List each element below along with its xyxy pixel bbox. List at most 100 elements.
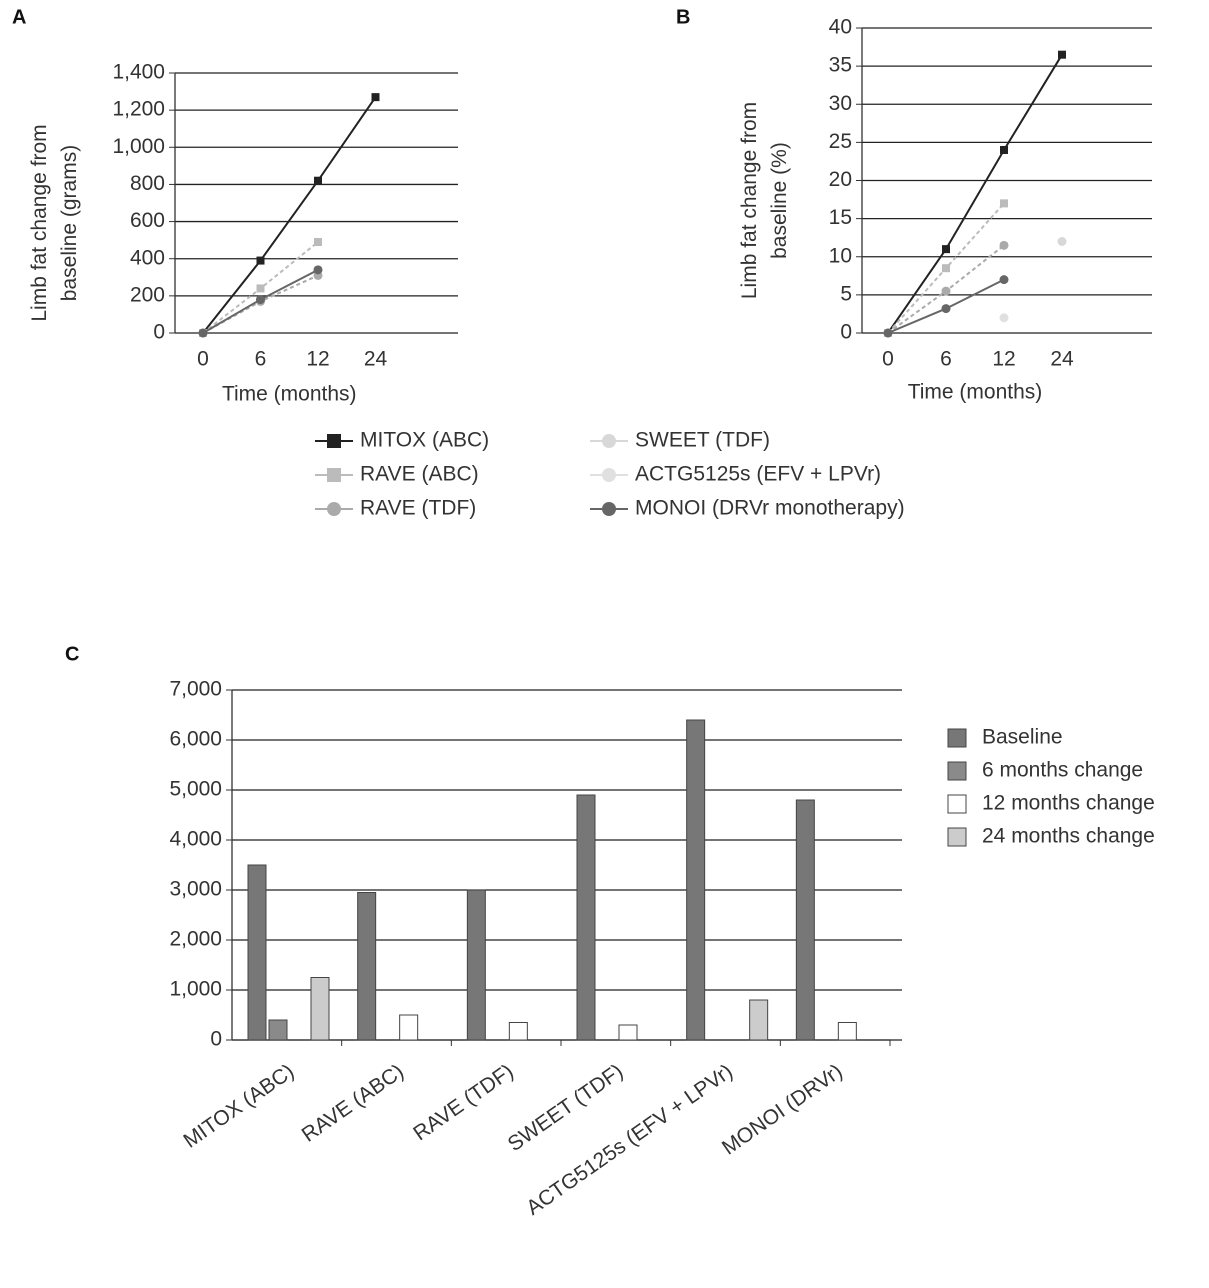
y-tick-label: 15 <box>829 206 852 229</box>
marker <box>1058 237 1067 246</box>
legend-label: Baseline <box>982 726 1063 749</box>
marker <box>1000 146 1008 154</box>
x-tick-label: 0 <box>882 348 894 371</box>
y-tick-label: 0 <box>153 321 165 344</box>
y-tick-label: 0 <box>840 321 852 344</box>
legend-marker <box>602 434 616 448</box>
legend-label: RAVE (TDF) <box>360 497 476 520</box>
marker <box>372 93 380 101</box>
bar <box>269 1020 287 1040</box>
marker <box>256 295 265 304</box>
y-tick-label: 600 <box>130 209 165 232</box>
legend-marker <box>327 468 341 482</box>
legend-swatch <box>948 795 966 813</box>
x-axis-label: Time (months) <box>908 381 1043 404</box>
legend-marker <box>327 502 341 516</box>
legend-label: 24 months change <box>982 825 1155 848</box>
x-axis-label: Time (months) <box>222 383 357 406</box>
bar <box>796 800 814 1040</box>
bar <box>467 890 485 1040</box>
y-tick-label: 4,000 <box>169 828 222 851</box>
x-tick-label: 0 <box>197 348 209 371</box>
panel-label: B <box>676 6 690 28</box>
legend-label: MONOI (DRVr monotherapy) <box>635 497 905 520</box>
figure: A02004006008001,0001,2001,400Limb fat ch… <box>0 0 1209 1288</box>
y-tick-label: 1,200 <box>112 98 165 121</box>
y-tick-label: 1,000 <box>112 135 165 158</box>
marker <box>942 264 950 272</box>
y-tick-label: 3,000 <box>169 878 222 901</box>
x-tick-label: RAVE (ABC) <box>298 1060 408 1147</box>
marker <box>314 265 323 274</box>
legend-swatch <box>948 729 966 747</box>
marker <box>942 287 951 296</box>
marker <box>1000 241 1009 250</box>
y-axis-label-line: Limb fat change from <box>738 102 761 299</box>
legend-swatch <box>948 762 966 780</box>
marker <box>884 329 893 338</box>
legend-label: RAVE (ABC) <box>360 463 479 486</box>
legend-label: ACTG5125s (EFV + LPVr) <box>635 463 881 486</box>
marker <box>942 245 950 253</box>
x-tick-label: RAVE (TDF) <box>409 1060 517 1146</box>
page: A02004006008001,0001,2001,400Limb fat ch… <box>0 0 1209 1288</box>
bar <box>248 865 266 1040</box>
panel-label: C <box>65 643 79 665</box>
x-tick-label: 24 <box>1050 348 1074 371</box>
legend-marker <box>327 434 341 448</box>
bar <box>577 795 595 1040</box>
x-tick-label: 12 <box>306 348 329 371</box>
y-tick-label: 0 <box>210 1028 222 1051</box>
legend-label: 12 months change <box>982 792 1155 815</box>
bar <box>619 1025 637 1040</box>
y-tick-label: 1,000 <box>169 978 222 1001</box>
legend-swatch <box>948 828 966 846</box>
marker <box>257 257 265 265</box>
y-tick-label: 30 <box>829 92 852 115</box>
y-axis-label: Limb fat change from baseline (%) <box>738 102 791 299</box>
y-tick-label: 35 <box>829 54 852 77</box>
bar <box>358 893 376 1041</box>
y-tick-label: 2,000 <box>169 928 222 951</box>
marker <box>1000 313 1009 322</box>
x-tick-label: 12 <box>992 348 1015 371</box>
legend-label: 6 months change <box>982 759 1143 782</box>
x-tick-label: ACTG5125s (EFV + LPVr) <box>522 1060 737 1220</box>
bar <box>509 1023 527 1041</box>
x-tick-label: MONOI (DRVr) <box>718 1060 847 1160</box>
series-line <box>203 97 376 333</box>
marker <box>257 284 265 292</box>
x-tick-label: 6 <box>940 348 952 371</box>
legend-label: SWEET (TDF) <box>635 429 770 452</box>
x-tick-label: MITOX (ABC) <box>179 1060 298 1153</box>
x-tick-label: 24 <box>364 348 388 371</box>
legend-marker <box>602 502 616 516</box>
y-axis-label-line: baseline (%) <box>768 142 791 259</box>
y-axis-label-line: Limb fat change from <box>28 124 51 321</box>
y-tick-label: 400 <box>130 246 165 269</box>
marker <box>314 177 322 185</box>
y-tick-label: 1,400 <box>112 61 165 84</box>
legend-label: MITOX (ABC) <box>360 429 489 452</box>
bar <box>750 1000 768 1040</box>
y-tick-label: 10 <box>829 244 852 267</box>
marker <box>1000 199 1008 207</box>
marker <box>1000 275 1009 284</box>
bar <box>311 978 329 1041</box>
y-tick-label: 5 <box>840 282 852 305</box>
y-tick-label: 40 <box>829 16 852 39</box>
y-tick-label: 6,000 <box>169 728 222 751</box>
panel-label: A <box>12 6 26 28</box>
y-tick-label: 800 <box>130 172 165 195</box>
bar <box>838 1023 856 1041</box>
y-tick-label: 7,000 <box>169 678 222 701</box>
y-tick-label: 20 <box>829 168 852 191</box>
y-tick-label: 25 <box>829 130 852 153</box>
legend-marker <box>602 468 616 482</box>
marker <box>942 304 951 313</box>
marker <box>1058 51 1066 59</box>
x-tick-label: 6 <box>255 348 267 371</box>
y-tick-label: 5,000 <box>169 778 222 801</box>
marker <box>199 329 208 338</box>
